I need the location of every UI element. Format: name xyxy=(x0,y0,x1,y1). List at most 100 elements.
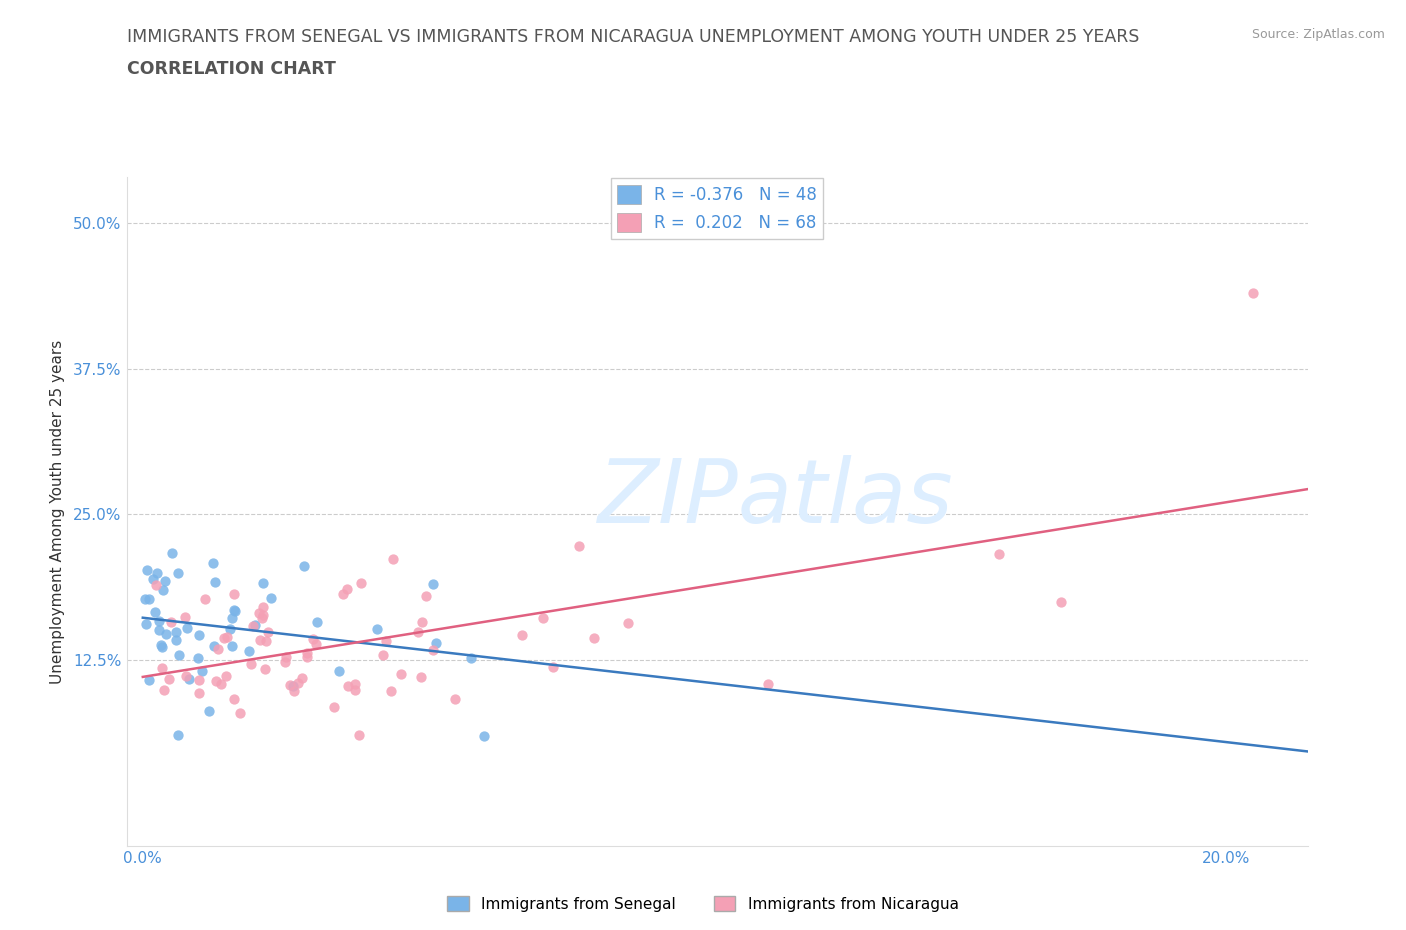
Point xyxy=(425,636,447,651)
Point xyxy=(224,604,246,618)
Point xyxy=(135,617,157,631)
Text: CORRELATION CHART: CORRELATION CHART xyxy=(127,60,336,78)
Point xyxy=(191,663,214,678)
Point xyxy=(219,621,242,636)
Point xyxy=(152,682,174,697)
Point xyxy=(202,638,225,653)
Point xyxy=(988,547,1011,562)
Point xyxy=(444,691,467,706)
Point xyxy=(176,620,198,635)
Point xyxy=(167,565,190,580)
Point xyxy=(1050,594,1073,609)
Point xyxy=(278,677,301,692)
Point xyxy=(188,628,211,643)
Point xyxy=(207,642,229,657)
Point xyxy=(583,631,606,645)
Point xyxy=(409,670,432,684)
Point xyxy=(460,651,482,666)
Y-axis label: Unemployment Among Youth under 25 years: Unemployment Among Youth under 25 years xyxy=(49,339,65,684)
Point xyxy=(134,591,156,606)
Point xyxy=(157,671,180,686)
Point xyxy=(350,576,373,591)
Point xyxy=(254,633,277,648)
Point xyxy=(145,578,167,592)
Point xyxy=(176,669,198,684)
Point xyxy=(187,651,209,666)
Point xyxy=(159,614,181,629)
Legend: Immigrants from Senegal, Immigrants from Nicaragua: Immigrants from Senegal, Immigrants from… xyxy=(441,889,965,918)
Point xyxy=(242,618,264,633)
Point xyxy=(138,591,160,606)
Point xyxy=(260,591,283,605)
Point xyxy=(166,632,188,647)
Point xyxy=(332,587,354,602)
Point xyxy=(173,610,195,625)
Point xyxy=(205,674,228,689)
Point xyxy=(422,643,444,658)
Point xyxy=(150,638,173,653)
Point xyxy=(617,616,640,631)
Point xyxy=(292,558,315,573)
Point xyxy=(187,673,209,688)
Point xyxy=(222,587,245,602)
Point xyxy=(252,600,274,615)
Point xyxy=(136,563,159,578)
Point xyxy=(305,615,328,630)
Point xyxy=(148,614,170,629)
Point xyxy=(160,545,183,560)
Point xyxy=(209,677,232,692)
Point xyxy=(150,661,173,676)
Point xyxy=(257,624,280,639)
Point xyxy=(167,647,190,662)
Point xyxy=(167,727,190,742)
Point xyxy=(245,618,267,632)
Point xyxy=(328,664,350,679)
Text: ZIPatlas: ZIPatlas xyxy=(599,455,953,541)
Point xyxy=(252,608,274,623)
Point xyxy=(541,659,564,674)
Point xyxy=(222,603,245,618)
Point xyxy=(343,683,366,698)
Point xyxy=(142,572,165,587)
Point xyxy=(217,630,239,644)
Point xyxy=(187,685,209,700)
Legend: R = -0.376   N = 48, R =  0.202   N = 68: R = -0.376 N = 48, R = 0.202 N = 68 xyxy=(610,179,824,238)
Point xyxy=(510,628,533,643)
Point xyxy=(152,582,174,597)
Point xyxy=(212,631,235,645)
Point xyxy=(221,639,243,654)
Point xyxy=(406,624,429,639)
Point xyxy=(568,538,591,553)
Point xyxy=(222,692,245,707)
Point xyxy=(138,673,160,688)
Point xyxy=(204,575,226,590)
Point xyxy=(1241,286,1264,300)
Point xyxy=(287,676,309,691)
Point xyxy=(337,679,360,694)
Point xyxy=(422,576,444,591)
Point xyxy=(239,657,262,671)
Text: Source: ZipAtlas.com: Source: ZipAtlas.com xyxy=(1251,28,1385,41)
Point xyxy=(415,588,437,603)
Point xyxy=(247,605,270,620)
Point xyxy=(756,677,779,692)
Point xyxy=(155,627,177,642)
Point xyxy=(283,684,305,698)
Point xyxy=(366,621,388,636)
Point xyxy=(347,727,370,742)
Point xyxy=(202,556,225,571)
Point xyxy=(295,646,318,661)
Point xyxy=(344,676,367,691)
Point xyxy=(252,576,274,591)
Point xyxy=(150,639,173,654)
Point xyxy=(165,625,187,640)
Point xyxy=(274,650,297,665)
Point xyxy=(153,574,176,589)
Point xyxy=(291,671,314,685)
Point xyxy=(382,551,405,566)
Point xyxy=(474,729,496,744)
Point xyxy=(214,669,236,684)
Point xyxy=(146,565,169,580)
Text: IMMIGRANTS FROM SENEGAL VS IMMIGRANTS FROM NICARAGUA UNEMPLOYMENT AMONG YOUTH UN: IMMIGRANTS FROM SENEGAL VS IMMIGRANTS FR… xyxy=(127,28,1139,46)
Point xyxy=(531,611,554,626)
